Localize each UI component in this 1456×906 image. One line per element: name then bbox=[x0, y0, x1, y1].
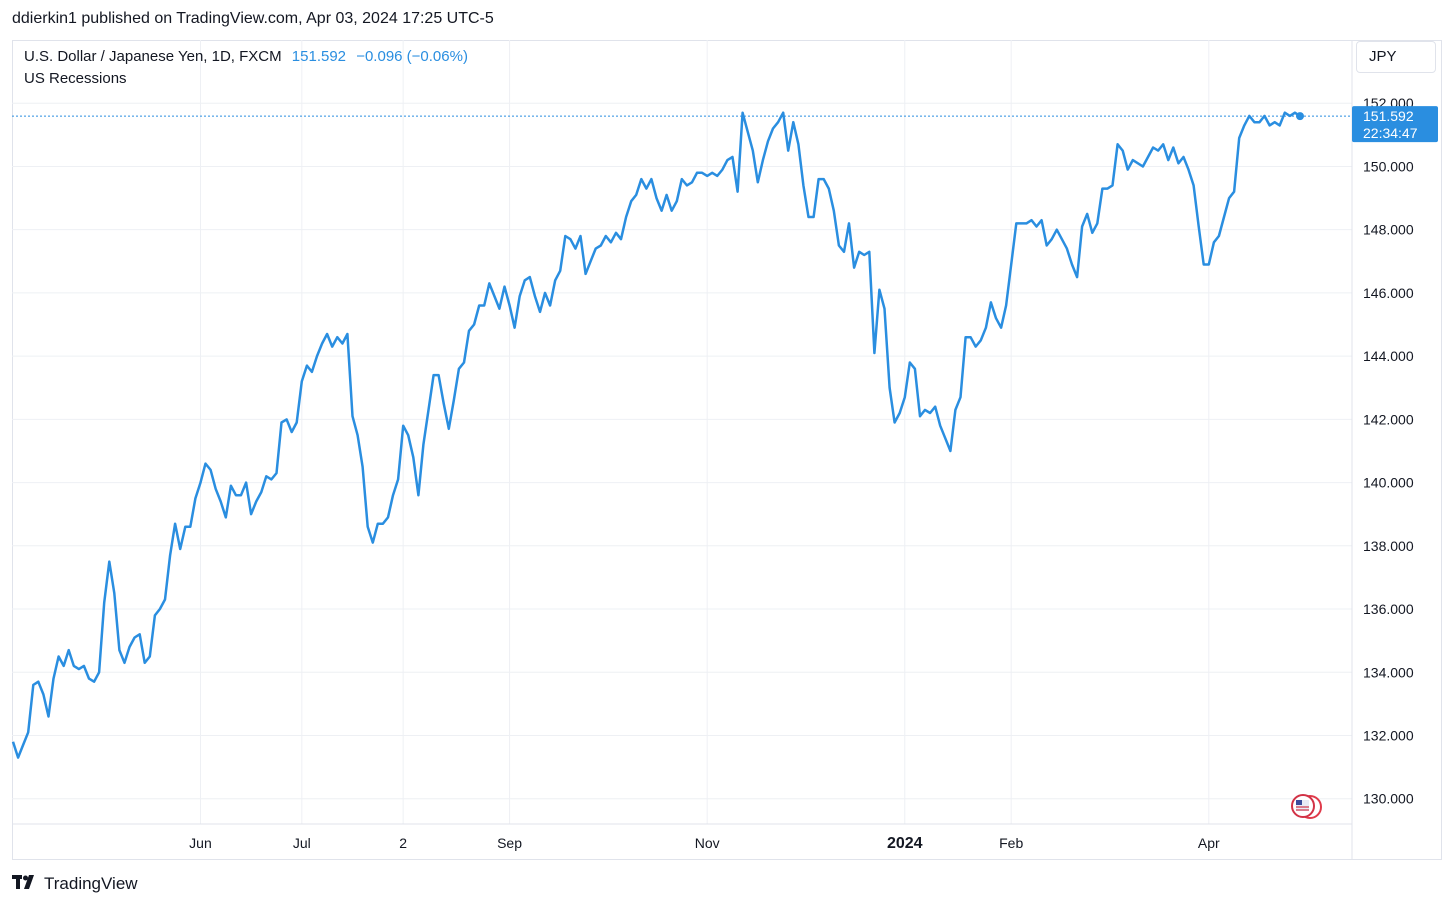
time-tick-label: Apr bbox=[1198, 835, 1220, 851]
price-tick-label: 148.000 bbox=[1363, 222, 1414, 238]
tradingview-mark-icon bbox=[12, 873, 38, 894]
time-tick-label: Sep bbox=[497, 835, 522, 851]
horizontal-grid bbox=[12, 102, 1352, 800]
tradingview-brand: TradingView bbox=[44, 873, 138, 893]
price-axis-labels: 130.000 132.000 134.000 136.000 138.000 140.0… bbox=[1363, 95, 1414, 806]
vertical-grid bbox=[199, 40, 1210, 824]
tradingview-logo[interactable]: TradingView bbox=[12, 873, 138, 894]
price-tag-countdown: 22:34:47 bbox=[1363, 125, 1418, 141]
time-tick-label: 2 bbox=[399, 835, 407, 851]
price-tick-label: 138.000 bbox=[1363, 538, 1414, 554]
time-axis-labels: Jun Jul 2 Sep Nov 2024 Feb Apr bbox=[189, 835, 1220, 852]
us-flag-icon[interactable] bbox=[1291, 794, 1322, 819]
time-tick-label: 2024 bbox=[887, 835, 923, 852]
legend-symbol[interactable]: U.S. Dollar / Japanese Yen, 1D, FXCM bbox=[24, 48, 282, 65]
time-tick-label: Jun bbox=[189, 835, 212, 851]
price-tick-label: 150.000 bbox=[1363, 158, 1414, 174]
last-price-tag: 151.592 22:34:47 bbox=[1352, 106, 1438, 143]
publish-line: ddierkin1 published on TradingView.com, … bbox=[12, 10, 494, 27]
usdjpy-price-line bbox=[11, 111, 1301, 759]
price-tick-label: 136.000 bbox=[1363, 601, 1414, 617]
price-tick-label: 134.000 bbox=[1363, 664, 1414, 680]
price-tick-label: 130.000 bbox=[1363, 791, 1414, 807]
time-tick-label: Jul bbox=[293, 835, 311, 851]
price-tick-label: 146.000 bbox=[1363, 285, 1414, 301]
legend-change: −0.096 (−0.06%) bbox=[356, 48, 468, 65]
last-price-dot bbox=[1296, 112, 1304, 121]
time-tick-label: Nov bbox=[695, 835, 720, 851]
price-tick-label: 144.000 bbox=[1363, 348, 1414, 364]
price-tick-label: 142.000 bbox=[1363, 411, 1414, 427]
price-tag-value: 151.592 bbox=[1363, 108, 1414, 124]
chart-legend: U.S. Dollar / Japanese Yen, 1D, FXCM 151… bbox=[24, 46, 468, 90]
currency-button[interactable]: JPY bbox=[1356, 41, 1436, 73]
price-tick-label: 140.000 bbox=[1363, 475, 1414, 491]
price-tag-box bbox=[1352, 106, 1438, 143]
time-tick-label: Feb bbox=[999, 835, 1023, 851]
price-tick-label: 132.000 bbox=[1363, 727, 1414, 743]
legend-last-price: 151.592 bbox=[291, 48, 347, 65]
chart-frame bbox=[12, 40, 1442, 860]
legend-indicator[interactable]: US Recessions bbox=[24, 70, 127, 87]
